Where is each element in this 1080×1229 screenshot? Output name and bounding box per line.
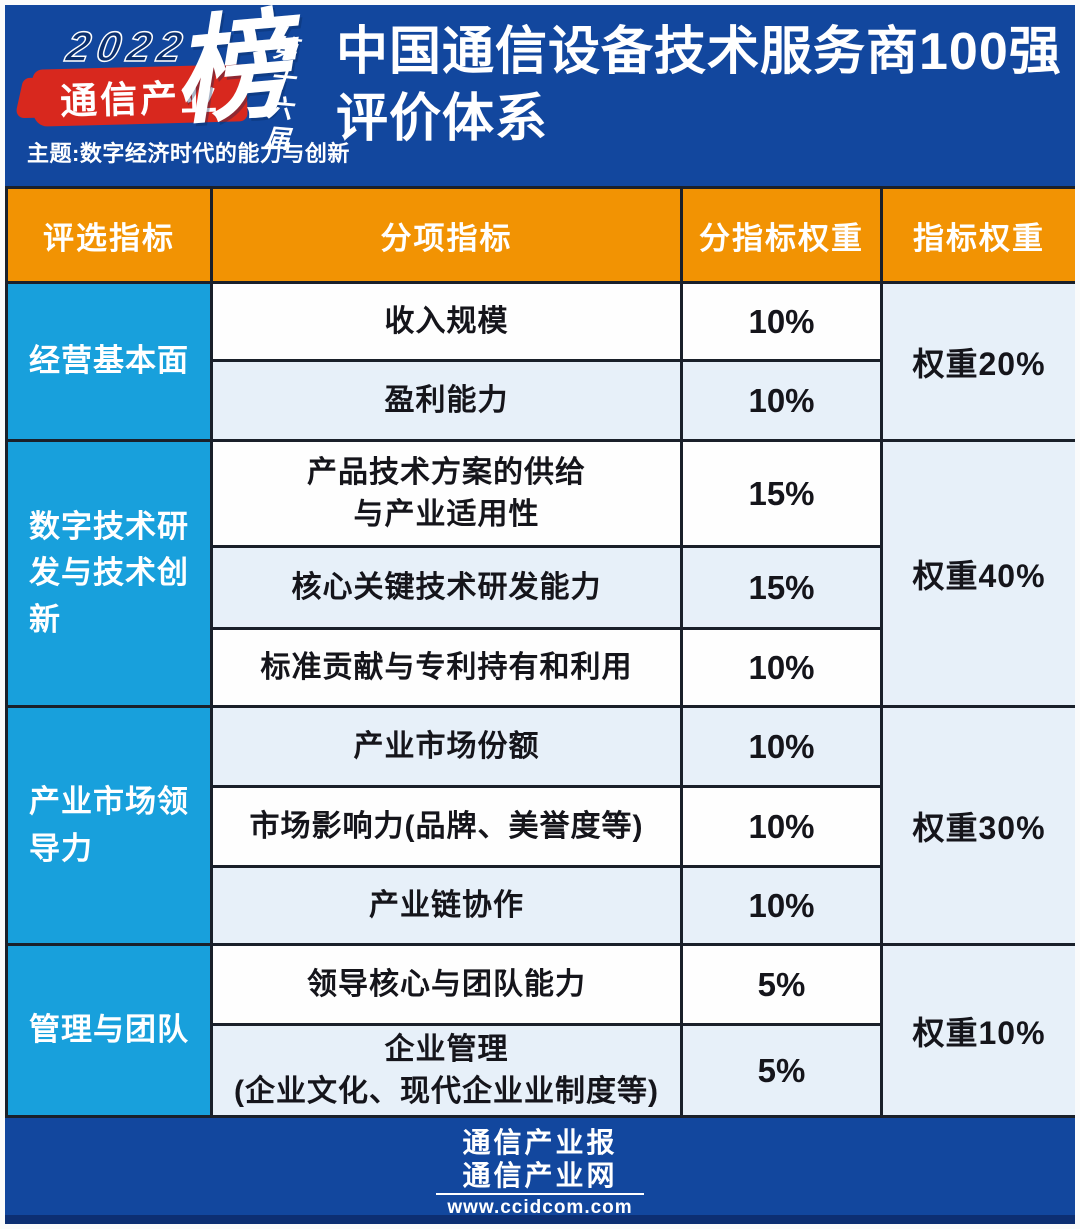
table-row: 盈利能力 10% <box>7 359 1076 442</box>
category-cell-management-team: 管理与团队 <box>5 943 213 1118</box>
indicator-cell: 核心关键技术研发能力 <box>210 545 683 630</box>
sub-weight-cell: 10% <box>680 359 883 442</box>
indicator-cell: 产业市场份额 <box>210 705 683 788</box>
sub-weight-cell: 10% <box>680 865 883 946</box>
poster: 2022 通信产业 榜 第十六届 主题:数字经济时代的能力与创新 中国通信设备技… <box>5 5 1075 1224</box>
footer-brand-paper: 通信产业报 <box>462 1127 618 1158</box>
indicator-cell: 领导核心与团队能力 <box>210 943 683 1026</box>
col-header-indicator: 分项指标 <box>210 186 683 284</box>
footer-divider <box>436 1193 644 1195</box>
indicator-cell: 市场影响力(品牌、美誉度等) <box>210 785 683 868</box>
weight-cell-group1: 权重20% <box>880 281 1075 442</box>
weight-cell-group3: 权重30% <box>880 705 1075 946</box>
sub-weight-cell: 15% <box>680 545 883 630</box>
col-header-sub-weight: 分指标权重 <box>680 186 883 284</box>
table-row: 市场影响力(品牌、美誉度等) 10% <box>7 785 1076 868</box>
indicator-cell: 盈利能力 <box>210 359 683 442</box>
indicator-cell: 企业管理 (企业文化、现代企业业制度等) <box>210 1023 683 1118</box>
sub-weight-cell: 10% <box>680 627 883 708</box>
sub-weight-cell: 10% <box>680 281 883 362</box>
footer-url: www.ccidcom.com <box>447 1197 633 1218</box>
table-row: 管理与团队 领导核心与团队能力 5% 权重10% <box>5 943 1075 1118</box>
sub-weight-cell: 5% <box>680 943 883 1026</box>
award-logo: 2022 通信产业 榜 第十六届 主题:数字经济时代的能力与创新 <box>5 5 349 186</box>
table-row: 标准贡献与专利持有和利用 10% <box>7 627 1076 708</box>
category-cell-digital-rnd: 数字技术研 发与技术创 新 <box>5 439 213 708</box>
header-band: 2022 通信产业 榜 第十六届 主题:数字经济时代的能力与创新 中国通信设备技… <box>5 5 1075 186</box>
col-header-weight: 指标权重 <box>880 186 1075 284</box>
page-title: 中国通信设备技术服务商100强 评价体系 <box>336 19 1062 153</box>
footer-brand-web: 通信产业网 <box>462 1160 618 1191</box>
weight-cell-group4: 权重10% <box>880 943 1075 1118</box>
page-title-line2: 评价体系 <box>336 90 549 148</box>
indicator-cell: 收入规模 <box>210 281 683 362</box>
footer: 通信产业报 通信产业网 www.ccidcom.com <box>5 1119 1075 1224</box>
table-header-row: 评选指标 分项指标 分指标权重 指标权重 <box>5 186 1075 284</box>
table-row: 核心关键技术研发能力 15% <box>7 545 1076 630</box>
weight-cell-group2: 权重40% <box>880 439 1075 708</box>
table-row: 数字技术研 发与技术创 新 产品技术方案的供给 与产业适用性 15% 权重40% <box>5 439 1075 708</box>
sub-weight-cell: 5% <box>680 1023 883 1118</box>
page-title-line1: 中国通信设备技术服务商100强 <box>336 23 1062 81</box>
sub-weight-cell: 10% <box>680 705 883 788</box>
evaluation-table: 评选指标 分项指标 分指标权重 指标权重 经营基本面 收入规模 10% 权重20… <box>5 186 1075 1118</box>
category-cell-business-fundamentals: 经营基本面 <box>5 281 213 442</box>
sub-weight-cell: 10% <box>680 785 883 868</box>
footer-navy-strip <box>5 1215 1075 1224</box>
col-header-category: 评选指标 <box>5 186 213 284</box>
indicator-cell: 产品技术方案的供给 与产业适用性 <box>210 439 683 548</box>
indicator-cell: 标准贡献与专利持有和利用 <box>210 627 683 708</box>
sub-weight-cell: 15% <box>680 439 883 548</box>
table-row: 经营基本面 收入规模 10% 权重20% <box>5 281 1075 442</box>
logo-theme-line: 主题:数字经济时代的能力与创新 <box>27 141 350 166</box>
table-row: 产业市场领 导力 产业市场份额 10% 权重30% <box>5 705 1075 946</box>
table-row: 产业链协作 10% <box>7 865 1076 946</box>
indicator-cell: 产业链协作 <box>210 865 683 946</box>
category-cell-market-leadership: 产业市场领 导力 <box>5 705 213 946</box>
table-row: 企业管理 (企业文化、现代企业业制度等) 5% <box>7 1023 1076 1118</box>
